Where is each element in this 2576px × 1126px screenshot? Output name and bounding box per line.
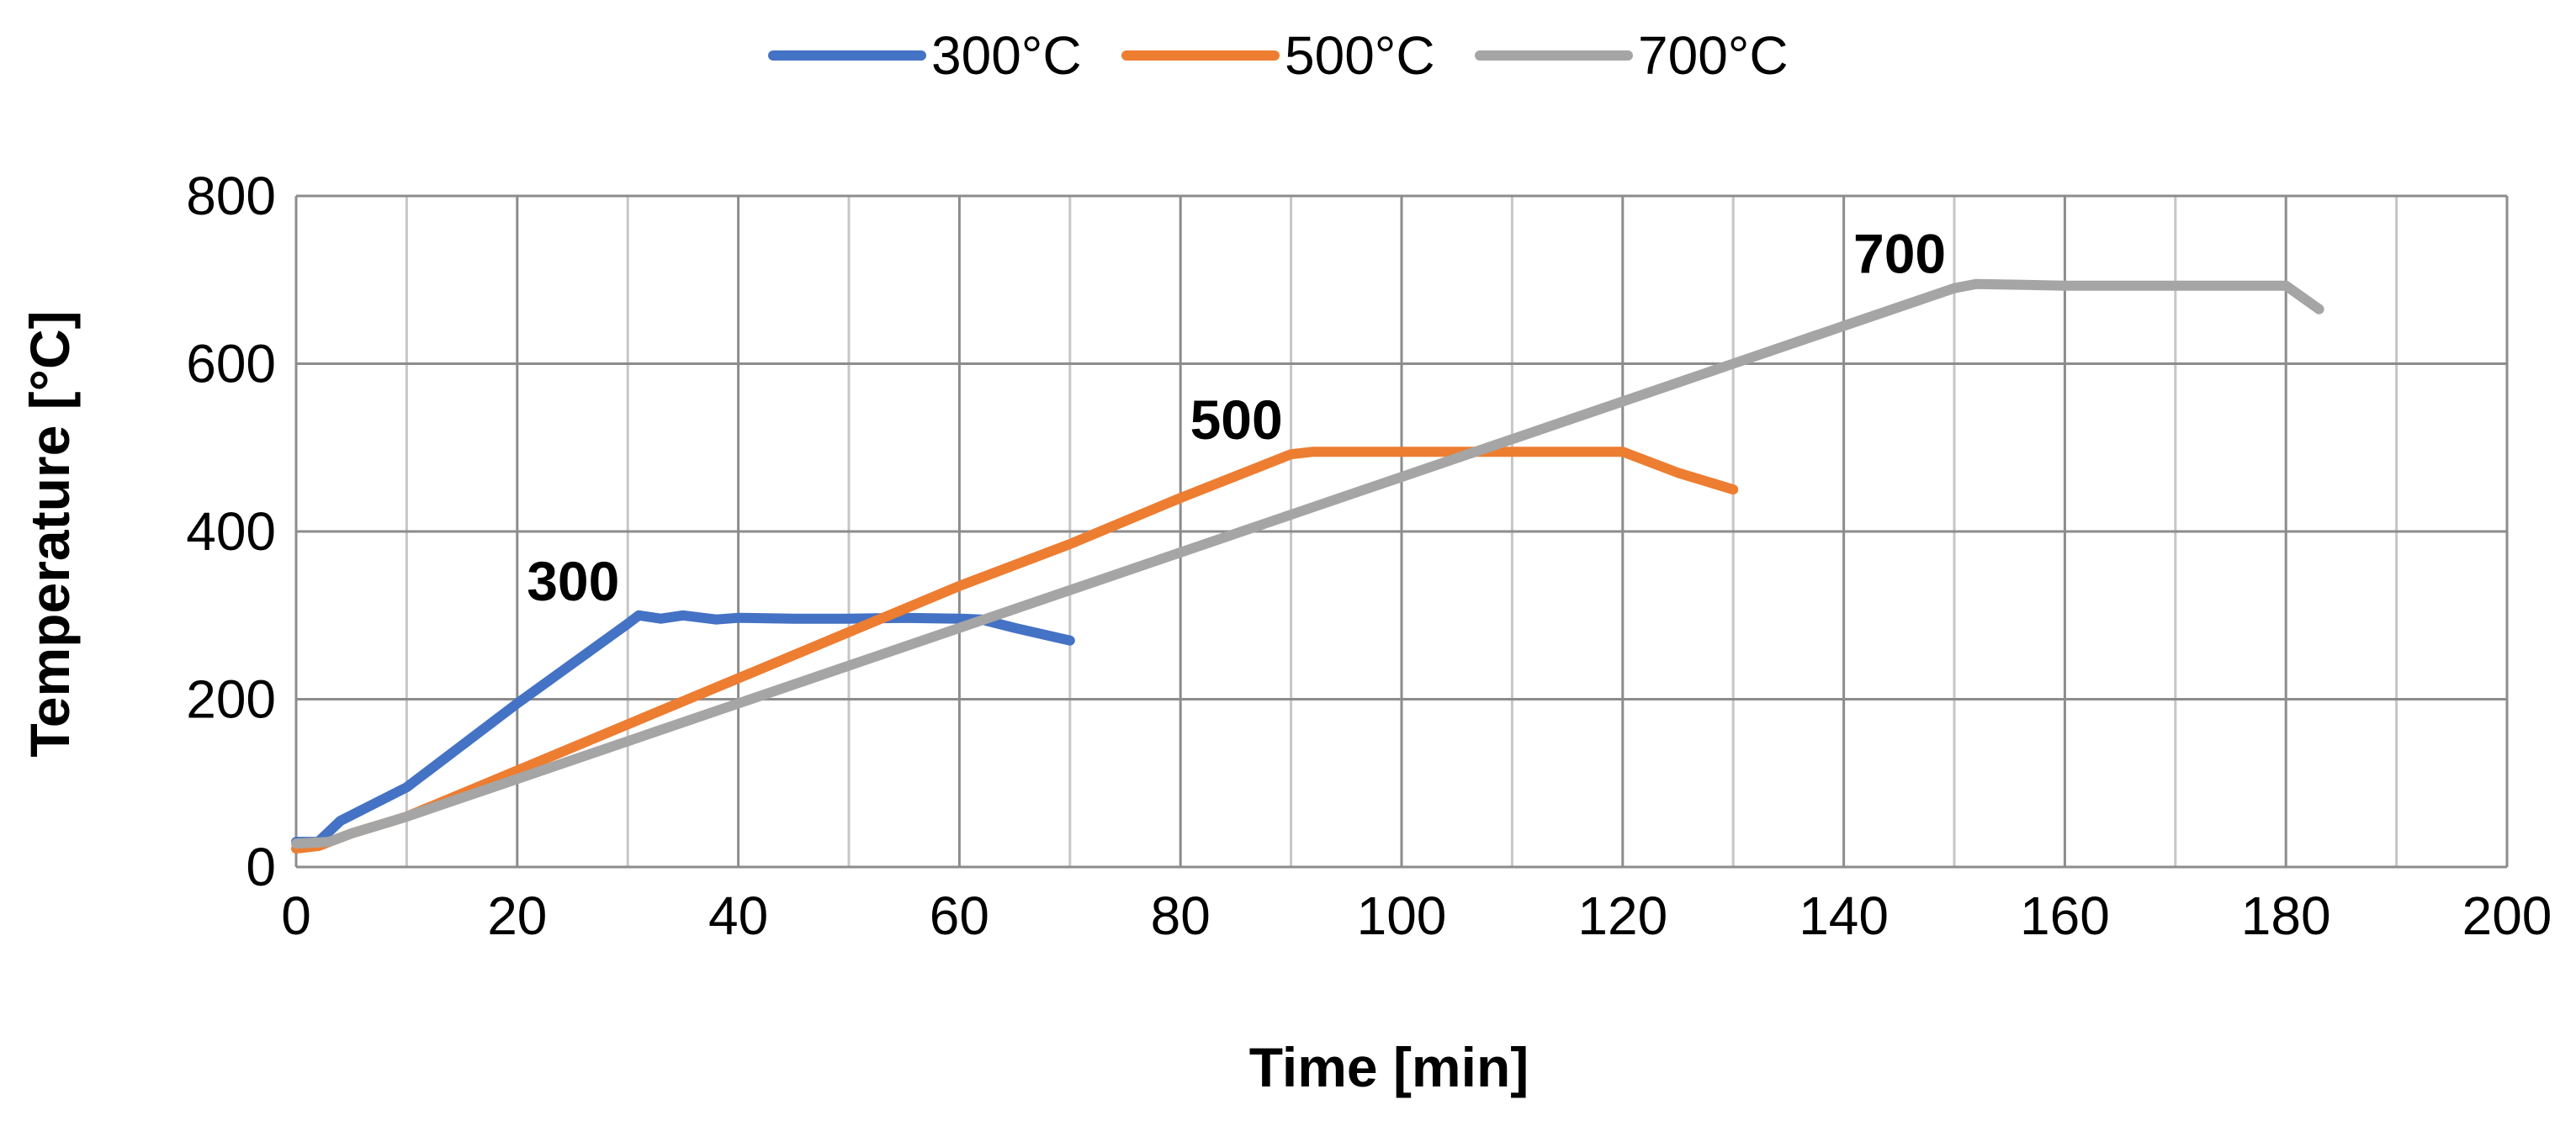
y-tick-label: 600 xyxy=(186,334,276,394)
series-line-1 xyxy=(291,610,1075,848)
y-axis-title: Temperature [°C] xyxy=(19,310,81,757)
x-tick-label: 200 xyxy=(2462,885,2552,946)
y-tick-label: 200 xyxy=(186,669,276,730)
y-tick-label: 400 xyxy=(186,501,276,562)
x-tick-label: 60 xyxy=(930,885,989,946)
legend-label-1: 300°C xyxy=(931,25,1082,86)
y-tick-label: 0 xyxy=(246,837,276,897)
x-tick-label: 140 xyxy=(1799,885,1889,946)
series-line-3 xyxy=(291,278,2324,849)
x-tick-label: 20 xyxy=(487,885,547,946)
legend-label-2: 500°C xyxy=(1285,25,1435,86)
x-tick-label: 80 xyxy=(1151,885,1211,946)
annotation-label: 500 xyxy=(1190,389,1283,451)
legend-label-3: 700°C xyxy=(1638,25,1789,86)
annotation-label: 700 xyxy=(1853,223,1946,285)
legend: 300°C 500°C 700°C xyxy=(768,25,1789,86)
annotations: 300 500 700 xyxy=(527,223,1946,612)
x-tick-label: 0 xyxy=(281,885,311,946)
x-tick-label: 160 xyxy=(2020,885,2110,946)
series-line-2 xyxy=(291,447,1739,854)
x-tick-label: 120 xyxy=(1577,885,1667,946)
x-axis-title: Time [min] xyxy=(1249,1036,1529,1098)
grid xyxy=(294,194,2509,869)
series-lines xyxy=(291,278,2324,854)
x-tick-label: 180 xyxy=(2241,885,2331,946)
x-tick-label: 40 xyxy=(708,885,768,946)
x-tick-label: 100 xyxy=(1357,885,1447,946)
annotation-label: 300 xyxy=(527,550,619,612)
y-tick-label: 800 xyxy=(186,166,276,226)
tick-labels: 0 20 40 60 80 100 120 140 160 180 200 0 200 400 600 800 xyxy=(186,166,2552,946)
